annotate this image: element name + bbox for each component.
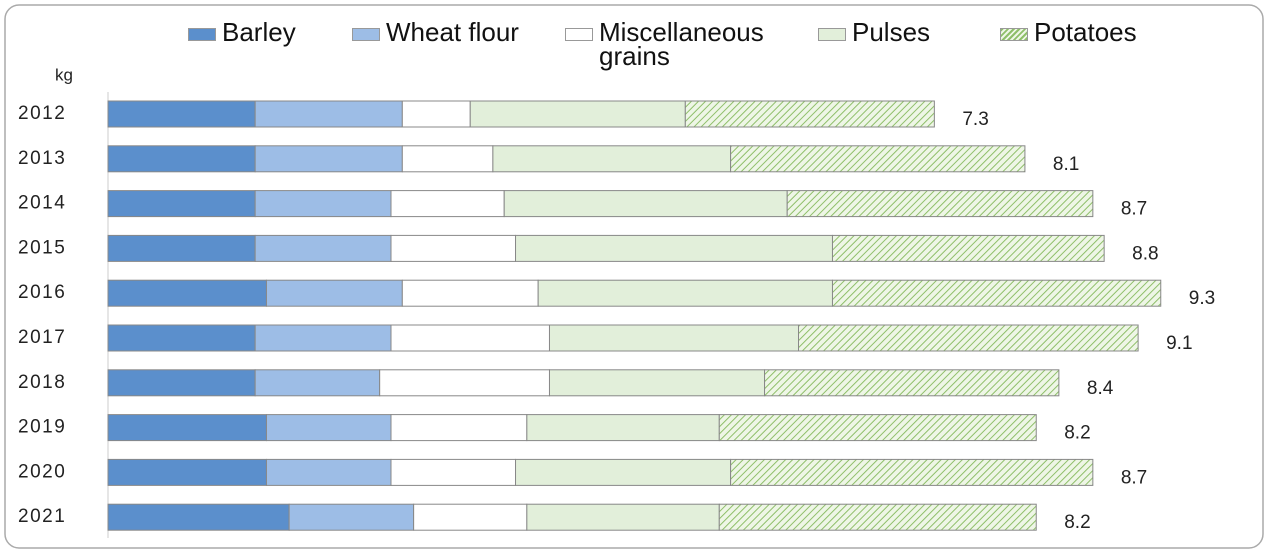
bar-segment: [265, 458, 392, 486]
bar-segment: [401, 145, 494, 173]
legend-item: Potatoes: [1000, 17, 1180, 47]
bar-segment: [730, 458, 1094, 486]
bar-segment: [390, 234, 517, 262]
total-label: 8.2: [1064, 512, 1090, 533]
legend-item: Wheat flour: [352, 17, 542, 47]
legend-label: Wheat flour: [386, 17, 519, 47]
bar-segment: [254, 234, 392, 262]
y-tick-label: 2021: [18, 506, 66, 527]
bar-segment: [390, 458, 517, 486]
bar-segment: [107, 100, 256, 128]
total-label: 8.4: [1087, 378, 1114, 399]
frame: [4, 4, 1264, 549]
legend-swatch: [188, 28, 216, 41]
bar-segment: [492, 145, 732, 173]
bar-segment: [107, 190, 256, 218]
bar-segment: [413, 503, 528, 531]
bar-segment: [401, 100, 471, 128]
bar-segment: [515, 458, 732, 486]
bar-segment: [526, 414, 720, 442]
bar-segment: [730, 145, 1026, 173]
legend-item: Barley: [188, 17, 328, 47]
bar-segment: [288, 503, 415, 531]
bar-segment: [548, 324, 800, 352]
y-tick-label: 2013: [18, 148, 66, 169]
bar-segment: [254, 369, 381, 397]
total-label: 8.1: [1053, 154, 1079, 175]
legend-swatch: [818, 28, 846, 41]
bar-segment: [254, 100, 403, 128]
bar-segment: [503, 190, 788, 218]
bar-segment: [254, 145, 403, 173]
bar-segment: [254, 190, 392, 218]
bar-segment: [107, 234, 256, 262]
bar-segment: [469, 100, 686, 128]
total-label: 7.3: [962, 109, 988, 130]
bar-segment: [526, 503, 720, 531]
legend-swatch: [1000, 28, 1028, 41]
y-tick-label: 2019: [18, 417, 66, 438]
total-label: 8.8: [1132, 243, 1158, 264]
bar-segment: [390, 324, 550, 352]
bar-segment: [107, 279, 267, 307]
bar-segment: [107, 324, 256, 352]
bar-segment: [265, 414, 392, 442]
bar-segment: [548, 369, 766, 397]
bar-segment: [831, 234, 1105, 262]
bar-segment: [107, 458, 267, 486]
legend-label: Pulses: [852, 17, 931, 47]
y-tick-label: 2018: [18, 372, 66, 393]
legend-label: Potatoes: [1034, 17, 1137, 47]
y-axis-label: kg: [55, 65, 73, 84]
legend-swatch: [352, 28, 380, 41]
legend-item: Miscellaneous grains: [565, 19, 764, 69]
bar-segment: [786, 190, 1094, 218]
bar-segment: [798, 324, 1139, 352]
legend-item: Pulses: [818, 17, 968, 47]
bar-segment: [254, 324, 392, 352]
legend-label: Barley: [222, 17, 296, 47]
bar-segment: [718, 414, 1037, 442]
y-tick-label: 2012: [18, 103, 66, 124]
bar-segment: [515, 234, 833, 262]
bar-segment: [764, 369, 1060, 397]
y-tick-label: 2015: [18, 237, 66, 258]
bar-segment: [831, 279, 1162, 307]
bar-segment: [265, 279, 403, 307]
bar-segment: [379, 369, 550, 397]
bar-segment: [684, 100, 935, 128]
bar-segment: [107, 414, 267, 442]
legend-label: Miscellaneous grains: [599, 17, 764, 71]
total-label: 8.2: [1064, 423, 1090, 444]
legend-swatch: [565, 28, 593, 41]
y-tick-label: 2020: [18, 461, 66, 482]
y-tick-label: 2014: [18, 193, 66, 214]
y-tick-label: 2017: [18, 327, 66, 348]
total-label: 9.3: [1189, 288, 1215, 309]
bar-segment: [718, 503, 1037, 531]
bar-segment: [537, 279, 833, 307]
bar-segment: [107, 369, 256, 397]
total-label: 9.1: [1166, 333, 1192, 354]
bar-segment: [107, 503, 290, 531]
bar-segment: [390, 190, 505, 218]
y-tick-label: 2016: [18, 282, 66, 303]
bar-segment: [401, 279, 539, 307]
bar-segment: [107, 145, 256, 173]
total-label: 8.7: [1121, 199, 1147, 220]
bar-segment: [390, 414, 528, 442]
total-label: 8.7: [1121, 467, 1147, 488]
